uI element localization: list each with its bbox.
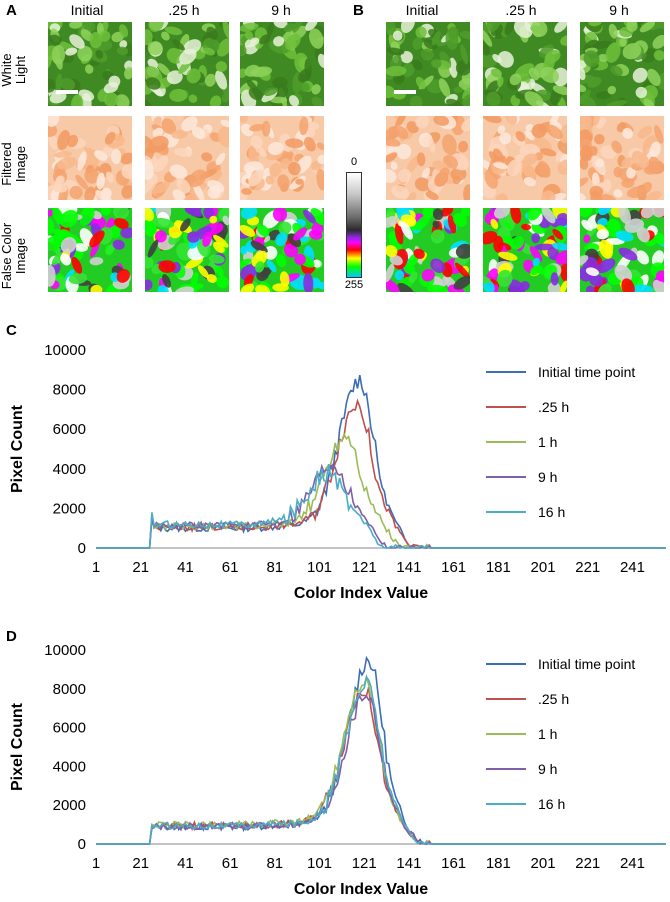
y-tick-label: 6000 [53,720,86,737]
image-tile [483,116,567,200]
legend-label: .25 h [538,691,569,707]
image-tile [580,208,664,292]
x-tick-label: 241 [620,855,645,872]
y-tick-label: 8000 [53,382,86,399]
y-tick-label: 4000 [53,758,86,775]
col-head-a-25h: .25 h [168,2,200,18]
image-tile [580,116,664,200]
y-axis-label: Pixel Count [9,404,26,493]
x-axis-label: Color Index Value [294,881,428,898]
legend-label: .25 h [538,399,569,415]
image-tile [48,208,132,292]
image-tile [483,22,567,106]
x-tick-label: 1 [92,855,100,872]
x-tick-label: 81 [266,855,283,872]
image-tile [145,22,229,106]
legend-label: 1 h [538,726,557,742]
x-tick-label: 121 [352,855,377,872]
x-tick-label: 221 [575,559,600,576]
image-tile [240,208,324,292]
x-tick-label: 21 [132,559,149,576]
x-tick-label: 221 [575,855,600,872]
legend-label: 16 h [538,504,565,520]
image-tile [48,22,132,106]
image-tile [483,208,567,292]
x-tick-label: 21 [132,855,149,872]
y-tick-label: 10000 [44,642,86,659]
image-tile [145,208,229,292]
x-axis-label: Color Index Value [294,585,428,602]
chart-c: 0 2000 4000 6000 8000 10000 1 21 41 61 81 101 121 141… [0,338,670,616]
col-head-b-25h: .25 h [505,2,537,18]
x-tick-label: 141 [396,855,421,872]
colorbar-bottom-label: 255 [344,279,364,291]
image-tile [48,116,132,200]
col-head-a-9h: 9 h [271,2,291,18]
x-tick-label: 41 [177,855,194,872]
x-tick-label: 201 [531,559,556,576]
row-head-false-color-image: False Color Image [0,222,28,290]
row-head-white-light: White Light [0,53,28,87]
y-tick-label: 2000 [53,797,86,814]
y-tick-label: 0 [78,540,86,557]
y-tick-label: 0 [78,836,86,853]
x-tick-label: 101 [307,855,332,872]
legend-label: Initial time point [538,656,635,672]
y-tick-label: 6000 [53,421,86,438]
y-tick-label: 4000 [53,461,86,478]
image-tile [580,22,664,106]
colorbar-top-label: 0 [350,156,358,168]
legend-label: 16 h [538,796,565,812]
x-tick-label: 141 [396,559,421,576]
series-line [96,464,666,550]
x-tick-label: 241 [620,559,645,576]
legend-label: 9 h [538,469,557,485]
col-head-b-9h: 9 h [609,2,629,18]
panel-letter-b: B [353,2,364,19]
col-head-a-initial: Initial [70,2,104,18]
col-head-b-initial: Initial [405,2,439,18]
image-tile [240,116,324,200]
x-tick-label: 201 [531,855,556,872]
x-tick-label: 161 [441,559,466,576]
x-tick-label: 181 [486,855,511,872]
x-tick-label: 41 [177,559,194,576]
y-tick-label: 2000 [53,500,86,517]
scale-bar [394,90,416,94]
x-tick-label: 1 [92,559,100,576]
row-head-filtered-image: Filtered Image [0,142,28,186]
x-tick-label: 101 [307,559,332,576]
series-line [96,675,666,846]
colorbar [346,172,362,278]
panel-letter-c: C [6,322,17,339]
x-tick-label: 81 [266,559,283,576]
chart-d: 0 2000 4000 6000 8000 10000 1 21 41 61 81 101 121 141… [0,632,670,902]
x-tick-label: 121 [352,559,377,576]
image-tile [386,116,470,200]
image-tile [386,22,470,106]
series-line [96,673,666,846]
legend-label: 9 h [538,761,557,777]
y-tick-label: 10000 [44,342,86,359]
panel-letter-a: A [6,2,17,19]
series-line [96,687,666,845]
x-tick-label: 61 [222,855,239,872]
panel-letter-d: D [6,628,17,645]
legend-label: Initial time point [538,364,635,380]
y-axis-label: Pixel Count [9,702,26,791]
x-tick-label: 181 [486,559,511,576]
x-tick-label: 61 [222,559,239,576]
scale-bar [56,90,78,94]
image-tile [386,208,470,292]
image-tile [240,22,324,106]
x-tick-label: 161 [441,855,466,872]
image-tile [145,116,229,200]
y-tick-label: 8000 [53,681,86,698]
series-line [96,463,666,549]
legend-label: 1 h [538,434,557,450]
series-line [96,374,666,549]
